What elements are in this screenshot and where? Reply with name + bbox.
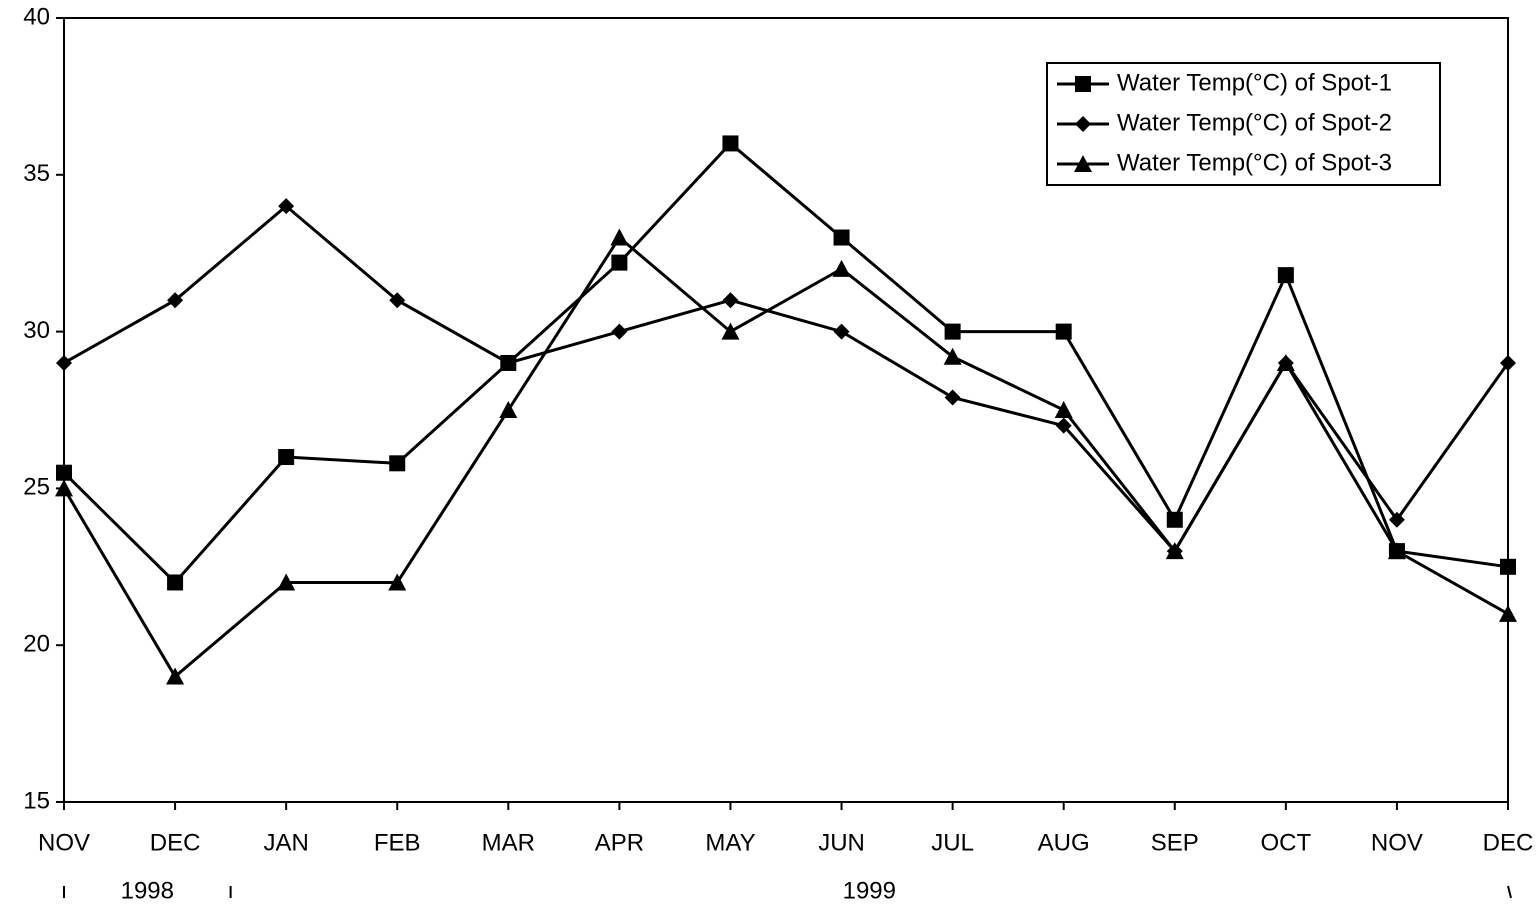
marker [56, 354, 72, 371]
x-tick-label: MAR [482, 829, 535, 856]
y-tick-label: 35 [23, 160, 50, 187]
marker [1055, 417, 1072, 434]
marker [1166, 511, 1183, 528]
marker [833, 229, 850, 246]
series-line [62, 235, 1509, 679]
marker [610, 228, 629, 246]
x-tick-label: NOV [38, 829, 90, 856]
marker [277, 573, 296, 591]
x-tick-label: JUN [818, 829, 865, 856]
marker [1054, 401, 1073, 418]
y-tick-label: 15 [23, 787, 50, 814]
marker [1276, 353, 1295, 371]
x-tick-label: FEB [374, 829, 421, 856]
group-label: 1999 [843, 877, 896, 904]
y-tick-label: 20 [23, 631, 50, 658]
marker [1500, 558, 1516, 575]
marker [1165, 542, 1184, 560]
marker [167, 292, 184, 309]
group-separator [1507, 885, 1512, 899]
marker [1074, 155, 1092, 172]
y-tick-label: 30 [23, 317, 50, 344]
x-tick-label: APR [595, 829, 644, 856]
legend-box [1046, 62, 1441, 186]
plot-area [63, 17, 1509, 803]
x-tick-label: AUG [1038, 829, 1090, 856]
x-tick-label: MAY [705, 829, 755, 856]
marker [1075, 116, 1091, 132]
x-tick-label: NOV [1371, 829, 1423, 856]
marker [832, 259, 851, 277]
marker [167, 574, 184, 591]
marker [499, 401, 518, 418]
marker [943, 347, 962, 365]
marker [278, 198, 295, 215]
y-tick-label: 25 [23, 474, 50, 501]
marker [1055, 323, 1072, 340]
marker [722, 292, 739, 309]
marker [722, 135, 739, 152]
x-tick-label: OCT [1261, 829, 1312, 856]
marker [1387, 542, 1406, 560]
marker [1499, 604, 1517, 622]
x-tick-label: DEC [150, 829, 201, 856]
marker [1277, 267, 1294, 284]
legend-label: Water Temp(°C) of Spot-3 [1117, 149, 1392, 176]
legend-label: Water Temp(°C) of Spot-2 [1117, 109, 1392, 136]
marker [721, 322, 740, 340]
marker [278, 449, 295, 466]
marker [388, 573, 407, 591]
marker [944, 323, 961, 340]
series-line [63, 204, 1510, 554]
marker [611, 254, 628, 271]
x-tick-label: JAN [263, 829, 308, 856]
marker [389, 292, 406, 309]
group-label: 1998 [121, 877, 174, 904]
x-tick-label: DEC [1483, 829, 1534, 856]
marker [944, 389, 961, 406]
y-tick-label: 40 [23, 3, 50, 30]
marker [1075, 76, 1091, 92]
marker [833, 323, 850, 340]
marker [166, 667, 185, 685]
marker [611, 323, 628, 340]
marker [1500, 354, 1516, 371]
x-tick-label: JUL [931, 829, 974, 856]
legend-label: Water Temp(°C) of Spot-1 [1117, 69, 1392, 96]
series-line [62, 141, 1509, 585]
marker [389, 455, 406, 472]
x-tick-label: SEP [1151, 829, 1199, 856]
marker [55, 479, 73, 497]
marker [500, 354, 517, 371]
marker [56, 464, 72, 481]
marker [1388, 511, 1405, 528]
